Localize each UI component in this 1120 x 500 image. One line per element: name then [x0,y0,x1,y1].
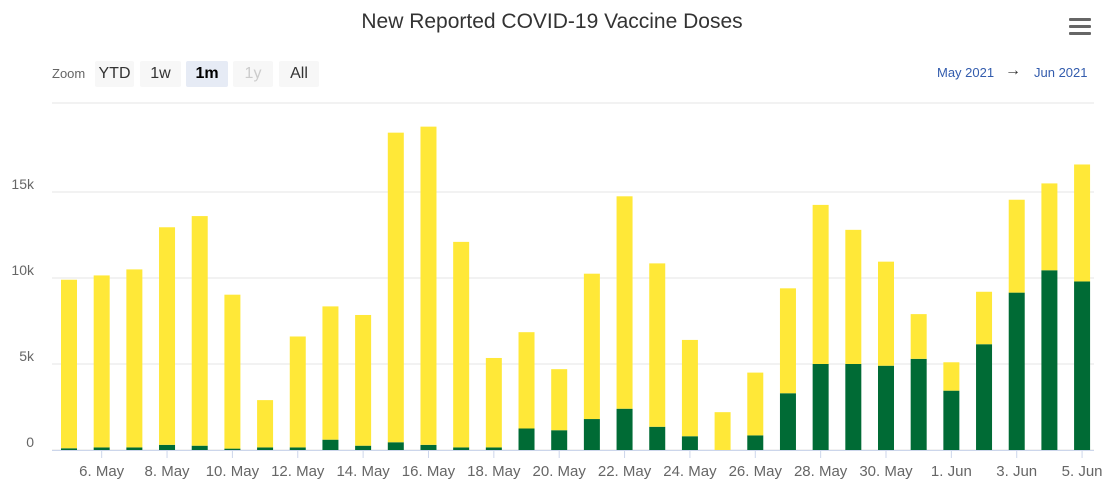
bar-green[interactable] [779,393,796,450]
bar-yellow[interactable] [224,294,241,449]
bar-yellow[interactable] [1074,164,1091,282]
hamburger-menu-icon[interactable] [1069,18,1091,36]
bar-green[interactable] [322,439,339,450]
bar-green[interactable] [191,445,208,450]
bar-green[interactable] [551,430,568,450]
bar-yellow[interactable] [812,204,829,364]
bar-yellow[interactable] [126,269,143,448]
bar-yellow[interactable] [583,273,600,420]
bar-yellow[interactable] [910,314,927,359]
bar-green[interactable] [1074,281,1091,450]
x-tick-label: 16. May [402,463,456,480]
x-tick-label: 14. May [336,463,390,480]
bar-yellow[interactable] [355,314,372,446]
x-tick-label: 22. May [598,463,652,480]
bar-yellow[interactable] [322,306,339,440]
bar-green[interactable] [943,390,960,450]
bar-yellow[interactable] [714,412,731,450]
zoom-button-1w[interactable]: 1w [140,61,181,87]
x-tick-label: 30. May [859,463,913,480]
bar-green[interactable] [289,447,306,450]
bar-green[interactable] [878,365,894,450]
x-tick-label: 20. May [533,463,587,480]
x-tick-label: 18. May [467,463,521,480]
bar-yellow[interactable] [845,229,862,364]
bar-yellow[interactable] [878,261,894,366]
range-to[interactable]: Jun 2021 [1034,65,1088,80]
zoom-label: Zoom [52,66,86,81]
x-tick-label: 24. May [663,463,717,480]
bar-green[interactable] [681,436,698,450]
bar-yellow[interactable] [191,216,208,446]
bar-yellow[interactable] [387,132,404,443]
bar-yellow[interactable] [420,126,437,445]
bar-yellow[interactable] [485,357,502,448]
bar-green[interactable] [616,408,633,450]
bar-green[interactable] [910,358,927,450]
bar-yellow[interactable] [289,336,306,448]
bar-yellow[interactable] [747,372,764,436]
bar-green[interactable] [355,445,372,450]
bar-green[interactable] [387,442,404,450]
bar-green[interactable] [453,447,470,450]
x-tick-label: 1. Jun [931,463,972,480]
zoom-button-1y: 1y [233,61,273,87]
x-tick-label: 28. May [794,463,848,480]
x-tick-label: 3. Jun [996,463,1037,480]
bar-green[interactable] [224,448,241,450]
x-tick-label: 8. May [145,463,191,480]
bar-yellow[interactable] [649,263,666,427]
bar-green[interactable] [93,447,110,450]
bar-yellow[interactable] [1041,183,1058,271]
x-tick-label: 12. May [271,463,325,480]
bar-yellow[interactable] [61,279,77,449]
bar-yellow[interactable] [616,196,633,409]
bar-green[interactable] [747,435,764,450]
bar-yellow[interactable] [93,275,110,448]
bar-green[interactable] [583,419,600,450]
bar-yellow[interactable] [518,332,535,429]
bar-green[interactable] [126,447,143,450]
y-tick-label: 10k [11,262,35,278]
bar-green[interactable] [649,426,666,450]
bar-yellow[interactable] [257,400,274,448]
y-tick-label: 5k [19,348,35,364]
bar-green[interactable] [420,444,437,450]
bar-yellow[interactable] [159,227,176,445]
bar-yellow[interactable] [976,291,993,345]
bar-green[interactable] [257,447,274,450]
bar-yellow[interactable] [453,241,470,448]
bar-green[interactable] [812,364,829,450]
bar-green[interactable] [1041,270,1058,450]
bar-yellow[interactable] [681,339,698,437]
x-tick-label: 5. Jun [1062,463,1103,480]
bar-yellow[interactable] [779,288,796,394]
range-from[interactable]: May 2021 [937,65,995,80]
y-tick-label: 15k [11,176,35,192]
bar-green[interactable] [485,447,502,450]
bar-green[interactable] [159,444,176,450]
y-tick-label: 0 [26,434,34,450]
bar-yellow[interactable] [943,362,960,391]
bar-green[interactable] [518,428,535,451]
zoom-button-1m[interactable]: 1m [186,61,228,87]
bar-green[interactable] [976,344,993,450]
range-arrow-icon: → [1005,62,1021,79]
chart-title: New Reported COVID-19 Vaccine Doses [361,10,743,33]
bar-yellow[interactable] [1008,199,1025,293]
x-tick-label: 10. May [206,463,260,480]
bar-green[interactable] [1008,292,1025,450]
bar-yellow[interactable] [551,369,568,431]
zoom-button-all[interactable]: All [279,61,319,87]
x-tick-label: 6. May [79,463,125,480]
bar-green[interactable] [845,364,862,450]
bar-green[interactable] [61,448,77,450]
zoom-button-ytd[interactable]: YTD [95,61,134,87]
x-tick-label: 26. May [729,463,783,480]
